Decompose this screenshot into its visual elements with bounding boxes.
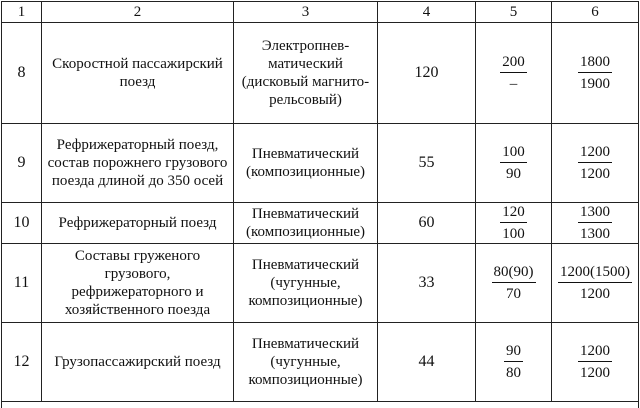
header-cell-3: 3 [233, 1, 378, 23]
header-cell-4: 4 [377, 1, 476, 23]
row-number: 8 [1, 22, 42, 124]
fraction: 90 80 [504, 342, 523, 382]
brake-type-cell: Пневматический (композиционные) [233, 123, 378, 203]
denominator: 1200 [580, 166, 610, 182]
brake-type-cell: Электропнев-матический (дисковый магнито… [233, 22, 378, 124]
row-number: 12 [1, 322, 42, 402]
brake-type-cell: Пневматический (чугунные, композиционные… [233, 322, 378, 402]
header-cell-5: 5 [475, 1, 552, 23]
numerator: 100 [500, 143, 527, 163]
fraction-cell-5: 200 – [475, 22, 552, 124]
numerator: 200 [500, 53, 527, 73]
table-continuation-row [1, 401, 639, 408]
row-number: 9 [1, 123, 42, 203]
numerator: 1200(1500) [558, 263, 632, 283]
value-cell: 55 [377, 123, 476, 203]
fraction: 1200(1500) 1200 [558, 263, 632, 303]
fraction: 1300 1300 [578, 203, 612, 243]
fraction-cell-6: 1200 1200 [551, 123, 639, 203]
denominator: 1200 [580, 286, 610, 302]
brake-type-cell: Пневматический (композиционные) [233, 202, 378, 244]
table-row: 12 Грузопассажирский поезд Пневматически… [1, 322, 639, 402]
fraction: 100 90 [500, 143, 527, 183]
fraction-cell-5: 90 80 [475, 322, 552, 402]
fraction-cell-5: 80(90) 70 [475, 243, 552, 323]
fraction-cell-6: 1800 1900 [551, 22, 639, 124]
header-cell-1: 1 [1, 1, 42, 23]
denominator: 70 [506, 286, 521, 302]
fraction: 200 – [500, 53, 527, 93]
fraction-cell-6: 1300 1300 [551, 202, 639, 244]
fraction: 1200 1200 [578, 342, 612, 382]
denominator: – [509, 76, 518, 92]
fraction-cell-6: 1200(1500) 1200 [551, 243, 639, 323]
fraction-cell-6: 1200 1200 [551, 322, 639, 402]
numerator: 120 [500, 203, 527, 223]
fraction: 120 100 [500, 203, 527, 243]
table-row: 8 Скоростной пассажирский поезд Электроп… [1, 22, 639, 124]
denominator: 1200 [580, 365, 610, 381]
numerator: 90 [504, 342, 523, 362]
header-cell-6: 6 [551, 1, 639, 23]
value-cell: 60 [377, 202, 476, 244]
numerator: 1300 [578, 203, 612, 223]
fraction: 1800 1900 [578, 53, 612, 93]
numerator: 80(90) [491, 263, 536, 283]
continuation-cell [1, 401, 639, 408]
fraction-cell-5: 100 90 [475, 123, 552, 203]
value-cell: 120 [377, 22, 476, 124]
fraction: 1200 1200 [578, 143, 612, 183]
header-cell-2: 2 [41, 1, 234, 23]
denominator: 1900 [580, 76, 610, 92]
denominator: 100 [502, 226, 525, 242]
train-type-cell: Составы груженого грузового, рефрижерато… [41, 243, 234, 323]
brake-type-cell: Пневматический (чугунные, композиционные… [233, 243, 378, 323]
table-row: 9 Рефрижераторный поезд, состав порожнег… [1, 123, 639, 203]
train-type-cell: Грузопассажирский поезд [41, 322, 234, 402]
row-number: 11 [1, 243, 42, 323]
header-row: 1 2 3 4 5 6 [1, 1, 639, 23]
train-type-cell: Рефрижераторный поезд [41, 202, 234, 244]
numerator: 1200 [578, 143, 612, 163]
denominator: 80 [506, 365, 521, 381]
numerator: 1800 [578, 53, 612, 73]
row-number: 10 [1, 202, 42, 244]
value-cell: 33 [377, 243, 476, 323]
train-type-cell: Скоростной пассажирский поезд [41, 22, 234, 124]
numerator: 1200 [578, 342, 612, 362]
fraction-cell-5: 120 100 [475, 202, 552, 244]
denominator: 90 [506, 166, 521, 182]
table-row: 11 Составы груженого грузового, рефрижер… [1, 243, 639, 323]
denominator: 1300 [580, 226, 610, 242]
table-row: 10 Рефрижераторный поезд Пневматический … [1, 202, 639, 244]
value-cell: 44 [377, 322, 476, 402]
train-type-cell: Рефрижераторный поезд, состав порожнего … [41, 123, 234, 203]
fraction: 80(90) 70 [491, 263, 536, 303]
